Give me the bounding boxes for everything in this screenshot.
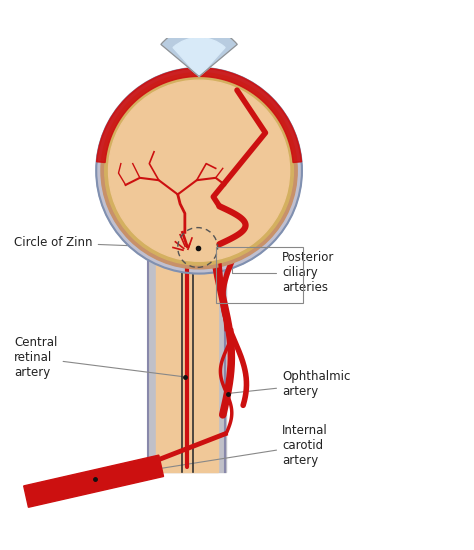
Circle shape (101, 73, 297, 269)
Circle shape (109, 80, 290, 261)
Polygon shape (24, 455, 164, 507)
Text: Central
retinal
artery: Central retinal artery (14, 337, 182, 379)
Polygon shape (97, 68, 301, 162)
Text: Ophthalmic
artery: Ophthalmic artery (230, 370, 350, 398)
Text: Internal
carotid
artery: Internal carotid artery (98, 424, 328, 478)
FancyBboxPatch shape (156, 254, 218, 472)
Wedge shape (161, 26, 237, 76)
FancyBboxPatch shape (148, 254, 226, 472)
Wedge shape (173, 37, 225, 76)
Text: Circle of Zinn: Circle of Zinn (14, 236, 175, 249)
Text: Posterior
ciliary
arteries: Posterior ciliary arteries (232, 251, 334, 294)
Circle shape (105, 76, 293, 265)
Circle shape (96, 68, 302, 273)
